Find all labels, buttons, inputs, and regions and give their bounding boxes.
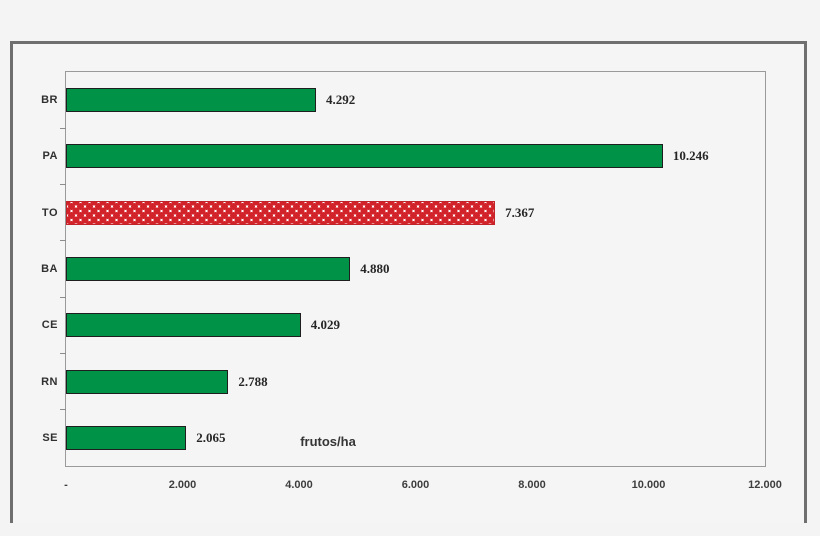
category-label-to: TO: [41, 206, 58, 219]
x-tick-label: 12.000: [748, 479, 782, 491]
bar-br: [66, 88, 316, 113]
category-label-ce: CE: [41, 319, 58, 332]
y-axis-tick: [60, 127, 66, 129]
x-tick-label: 8.000: [518, 479, 546, 491]
plot-area: BR 4.292 PA 10.246 TO 7.367 BA 4.880 CE 4.029 RN 2.…: [41, 71, 782, 491]
x-tick-label: 4.000: [285, 479, 313, 491]
bar-row: RN 2.788: [41, 353, 765, 409]
category-label-se: SE: [42, 431, 58, 444]
bar-row: CE 4.029: [42, 297, 765, 353]
bar-ce: [66, 313, 301, 338]
bar-value-label: 2.065: [196, 429, 226, 445]
x-tick-label: 2.000: [168, 479, 197, 491]
bar-row: SE 2.065: [42, 410, 765, 466]
y-axis-tick: [60, 184, 66, 186]
bar-rn: [66, 369, 229, 394]
y-axis-tick: [60, 240, 66, 242]
bar-ba: [66, 256, 351, 281]
category-label-pa: PA: [42, 150, 58, 163]
bar-value-label: 10.246: [672, 148, 709, 164]
x-tick-label: -: [64, 479, 68, 491]
bar-value-label: 4.292: [326, 92, 356, 108]
category-label-br: BR: [41, 94, 58, 107]
x-tick-label: 10.000: [631, 479, 666, 491]
x-tick-label: 6.000: [401, 479, 430, 491]
category-label-rn: RN: [41, 375, 58, 388]
y-axis-tick: [60, 296, 66, 298]
bar-row: PA 10.246: [43, 128, 765, 184]
bar-se: [66, 425, 187, 450]
bar-to: [66, 200, 496, 225]
bar-row: BR 4.292: [41, 72, 765, 128]
bar-value-label: 7.367: [505, 204, 535, 220]
y-axis-tick: [60, 409, 66, 411]
x-axis-title: frutos/ha: [300, 434, 356, 449]
category-label-ba: BA: [41, 262, 58, 275]
bar-row: BA 4.880: [41, 241, 765, 297]
bar-row: TO 7.367: [42, 185, 765, 241]
bar-value-label: 4.029: [310, 317, 340, 333]
bar-pa: [66, 144, 663, 169]
bar-value-label: 2.788: [238, 373, 268, 389]
y-axis-tick: [60, 352, 66, 354]
bar-value-label: 4.880: [360, 260, 390, 276]
